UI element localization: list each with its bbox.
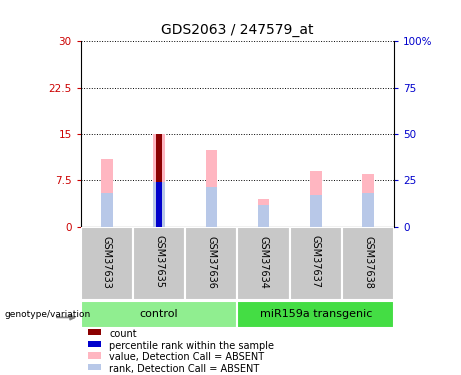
Text: GSM37635: GSM37635 [154,236,164,288]
Bar [258,199,269,227]
Title: GDS2063 / 247579_at: GDS2063 / 247579_at [161,24,313,38]
Bar [88,340,101,347]
Bar [154,134,165,227]
Text: count: count [109,329,136,339]
Bar [101,193,112,227]
Bar [362,193,374,227]
Bar [237,301,394,328]
Bar [206,150,217,227]
Bar [237,227,290,300]
Bar [101,159,112,227]
Text: rank, Detection Call = ABSENT: rank, Detection Call = ABSENT [109,364,259,374]
Bar [342,227,394,300]
Text: control: control [140,309,178,319]
Text: miR159a transgenic: miR159a transgenic [260,309,372,319]
Bar [133,227,185,300]
Bar [81,301,237,328]
Bar [258,205,269,227]
Text: genotype/variation: genotype/variation [5,310,91,319]
Bar [81,227,133,300]
Bar [156,182,162,227]
Bar [88,364,101,370]
Bar [362,174,374,227]
Text: GSM37634: GSM37634 [259,236,269,288]
Text: GSM37633: GSM37633 [102,236,112,288]
Bar [206,187,217,227]
Text: GSM37636: GSM37636 [206,236,216,288]
Bar [290,227,342,300]
Bar [88,329,101,335]
Text: value, Detection Call = ABSENT: value, Detection Call = ABSENT [109,352,264,362]
Bar [310,171,321,227]
Bar [156,134,162,227]
Bar [310,195,321,227]
Bar [154,182,165,227]
Bar [185,227,237,300]
Text: GSM37637: GSM37637 [311,236,321,288]
Text: GSM37638: GSM37638 [363,236,373,288]
Text: percentile rank within the sample: percentile rank within the sample [109,341,274,351]
Bar [88,352,101,358]
